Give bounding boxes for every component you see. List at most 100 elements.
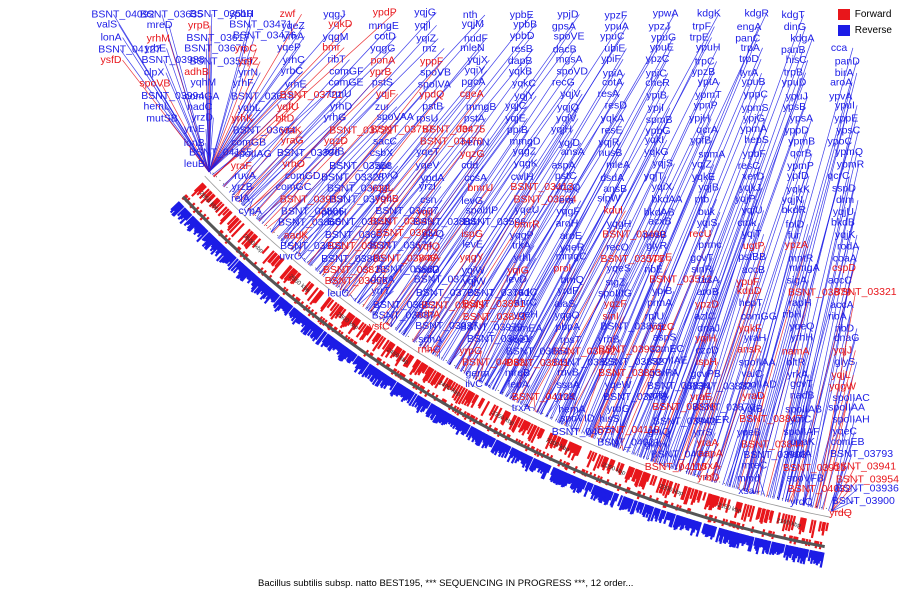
reverse-gene-label: qcrB xyxy=(790,148,812,160)
gene-mark xyxy=(761,539,766,548)
forward-gene-label: BSNT_03757 xyxy=(371,123,434,135)
reverse-gene-label: coaA xyxy=(833,252,857,264)
gene-mark xyxy=(277,297,285,306)
forward-gene-label: yrpG xyxy=(459,345,482,357)
gene-mark xyxy=(766,540,772,555)
gene-mark xyxy=(664,480,673,499)
gene-mark xyxy=(283,268,297,284)
reverse-gene-label: ypnP xyxy=(694,99,718,111)
gene-connector xyxy=(735,61,858,489)
gene-mark xyxy=(251,238,262,249)
gene-connector xyxy=(651,153,765,462)
gene-connector xyxy=(373,105,528,316)
gene-mark xyxy=(215,248,229,262)
reverse-gene-label: spmB xyxy=(646,114,673,126)
gene-mark xyxy=(193,223,203,233)
gene-mark xyxy=(538,428,546,439)
gene-mark xyxy=(288,270,299,282)
gene-mark xyxy=(654,508,660,520)
gene-mark xyxy=(414,361,424,376)
gene-mark xyxy=(780,513,786,523)
gene-mark xyxy=(741,534,747,547)
gene-connector xyxy=(440,48,627,360)
gene-connector xyxy=(760,105,858,496)
gene-mark xyxy=(465,390,472,401)
gene-mark xyxy=(227,256,237,267)
gene-mark xyxy=(755,538,762,555)
gene-mark xyxy=(474,431,484,446)
gene-mark xyxy=(568,442,575,451)
gene-connector xyxy=(259,25,437,222)
gene-mark xyxy=(662,479,670,496)
gene-mark xyxy=(541,463,548,473)
reverse-gene-label: BSNT_03852 xyxy=(373,299,436,311)
gene-mark xyxy=(470,427,478,438)
gene-mark xyxy=(648,505,653,515)
gene-mark xyxy=(718,497,725,511)
gene-mark xyxy=(480,400,491,417)
reverse-gene-label: ribD xyxy=(835,323,855,335)
gene-mark xyxy=(397,385,406,396)
gene-mark xyxy=(425,368,435,382)
gene-connector xyxy=(602,58,762,443)
reverse-gene-label: BSNT_03476 xyxy=(233,30,296,42)
reverse-gene-label: yqjB xyxy=(698,182,718,194)
gene-mark xyxy=(210,239,219,249)
forward-gene-label: yrxA xyxy=(699,460,720,472)
gene-connector xyxy=(704,165,810,480)
reverse-gene-label: yppD xyxy=(784,125,809,137)
gene-mark xyxy=(329,303,340,317)
gene-mark xyxy=(314,291,325,304)
gene-mark xyxy=(427,369,437,384)
gene-mark xyxy=(309,322,316,331)
gene-mark xyxy=(193,182,204,193)
reverse-gene-label: ypsA xyxy=(790,113,813,125)
gene-mark xyxy=(315,330,327,345)
gene-mark xyxy=(395,348,403,358)
gene-mark xyxy=(444,413,453,425)
reverse-gene-label: yqjH xyxy=(551,124,572,136)
gene-mark xyxy=(276,299,287,312)
reverse-gene-label: resC xyxy=(738,160,761,172)
gene-mark xyxy=(201,231,211,242)
gene-mark xyxy=(250,274,258,282)
gene-mark xyxy=(624,465,632,480)
reverse-gene-label: ansB xyxy=(603,183,627,195)
gene-mark xyxy=(332,341,341,351)
gene-mark xyxy=(237,265,247,275)
gene-mark xyxy=(416,397,425,411)
gene-mark xyxy=(791,546,797,561)
gene-connector xyxy=(301,256,306,263)
gene-mark xyxy=(244,230,253,240)
gene-mark xyxy=(561,439,568,450)
forward-gene-label: BSNT_03851 xyxy=(462,298,525,310)
gene-mark xyxy=(743,534,748,545)
gene-connector xyxy=(736,224,808,490)
gene-mark xyxy=(339,312,353,329)
reverse-gene-label: sipW xyxy=(597,192,620,204)
gene-mark xyxy=(388,378,395,387)
gene-mark xyxy=(484,436,493,449)
gene-mark xyxy=(492,407,503,424)
gene-mark xyxy=(570,475,576,484)
gene-mark xyxy=(473,429,481,441)
reverse-gene-label: csn xyxy=(420,194,437,206)
gene-mark xyxy=(232,262,244,274)
gene-mark xyxy=(371,367,378,376)
gene-mark xyxy=(694,521,700,530)
gene-mark xyxy=(310,326,321,339)
gene-mark xyxy=(771,542,777,556)
reverse-gene-label: yqgP xyxy=(510,229,534,241)
reverse-gene-label: ypmT xyxy=(695,89,722,101)
gene-mark xyxy=(452,417,459,426)
gene-mark xyxy=(709,526,716,540)
gene-mark xyxy=(481,433,488,441)
gene-mark xyxy=(718,528,725,542)
gene-mark xyxy=(776,512,781,524)
reverse-gene-label: ypmS xyxy=(742,102,769,114)
gene-mark xyxy=(736,533,743,549)
gene-mark xyxy=(286,269,298,282)
gene-connector xyxy=(607,303,670,445)
reverse-gene-label: yppC xyxy=(744,89,769,101)
gene-mark xyxy=(801,518,807,533)
